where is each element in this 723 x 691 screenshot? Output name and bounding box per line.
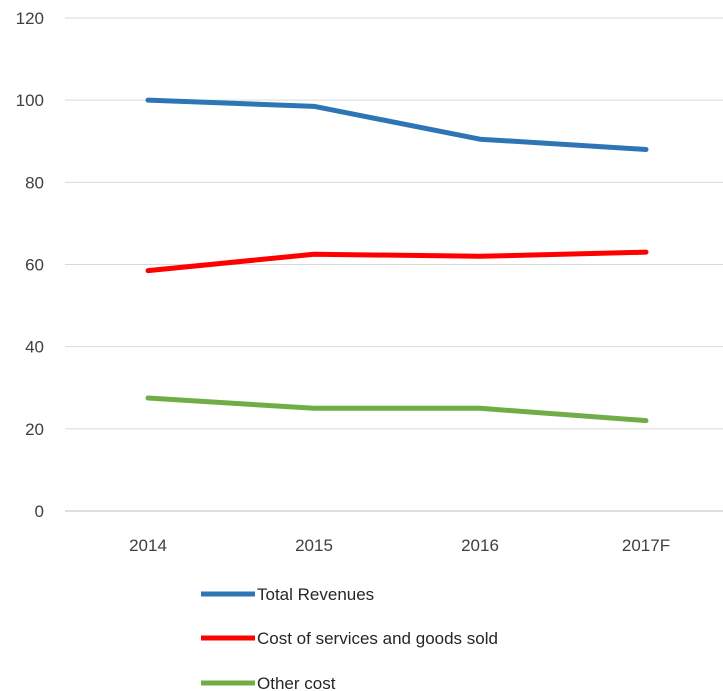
- y-tick-label: 100: [16, 91, 44, 110]
- y-tick-label: 80: [25, 173, 44, 192]
- y-axis-tick-labels: 0 20 40 60 80 100 120: [16, 9, 44, 521]
- x-axis-tick-labels: 2014 2015 2016 2017F: [129, 536, 670, 555]
- legend: Total Revenues Cost of services and goods…: [201, 585, 498, 691]
- legend-label: Total Revenues: [257, 585, 374, 604]
- x-tick-label: 2016: [461, 536, 499, 555]
- grid-lines: [65, 17, 723, 512]
- x-tick-label: 2014: [129, 536, 167, 555]
- series-lines: [145, 97, 649, 424]
- series-line-1: [145, 249, 649, 274]
- series-line-0: [145, 97, 649, 152]
- y-tick-label: 20: [25, 420, 44, 439]
- x-tick-label: 2015: [295, 536, 333, 555]
- legend-label: Other cost: [257, 674, 336, 691]
- y-tick-label: 120: [16, 9, 44, 28]
- y-tick-label: 60: [25, 256, 44, 275]
- x-tick-label: 2017F: [622, 536, 670, 555]
- y-tick-label: 0: [35, 502, 44, 521]
- series-line-2: [145, 395, 649, 424]
- y-tick-label: 40: [25, 338, 44, 357]
- legend-label: Cost of services and goods sold: [257, 629, 498, 648]
